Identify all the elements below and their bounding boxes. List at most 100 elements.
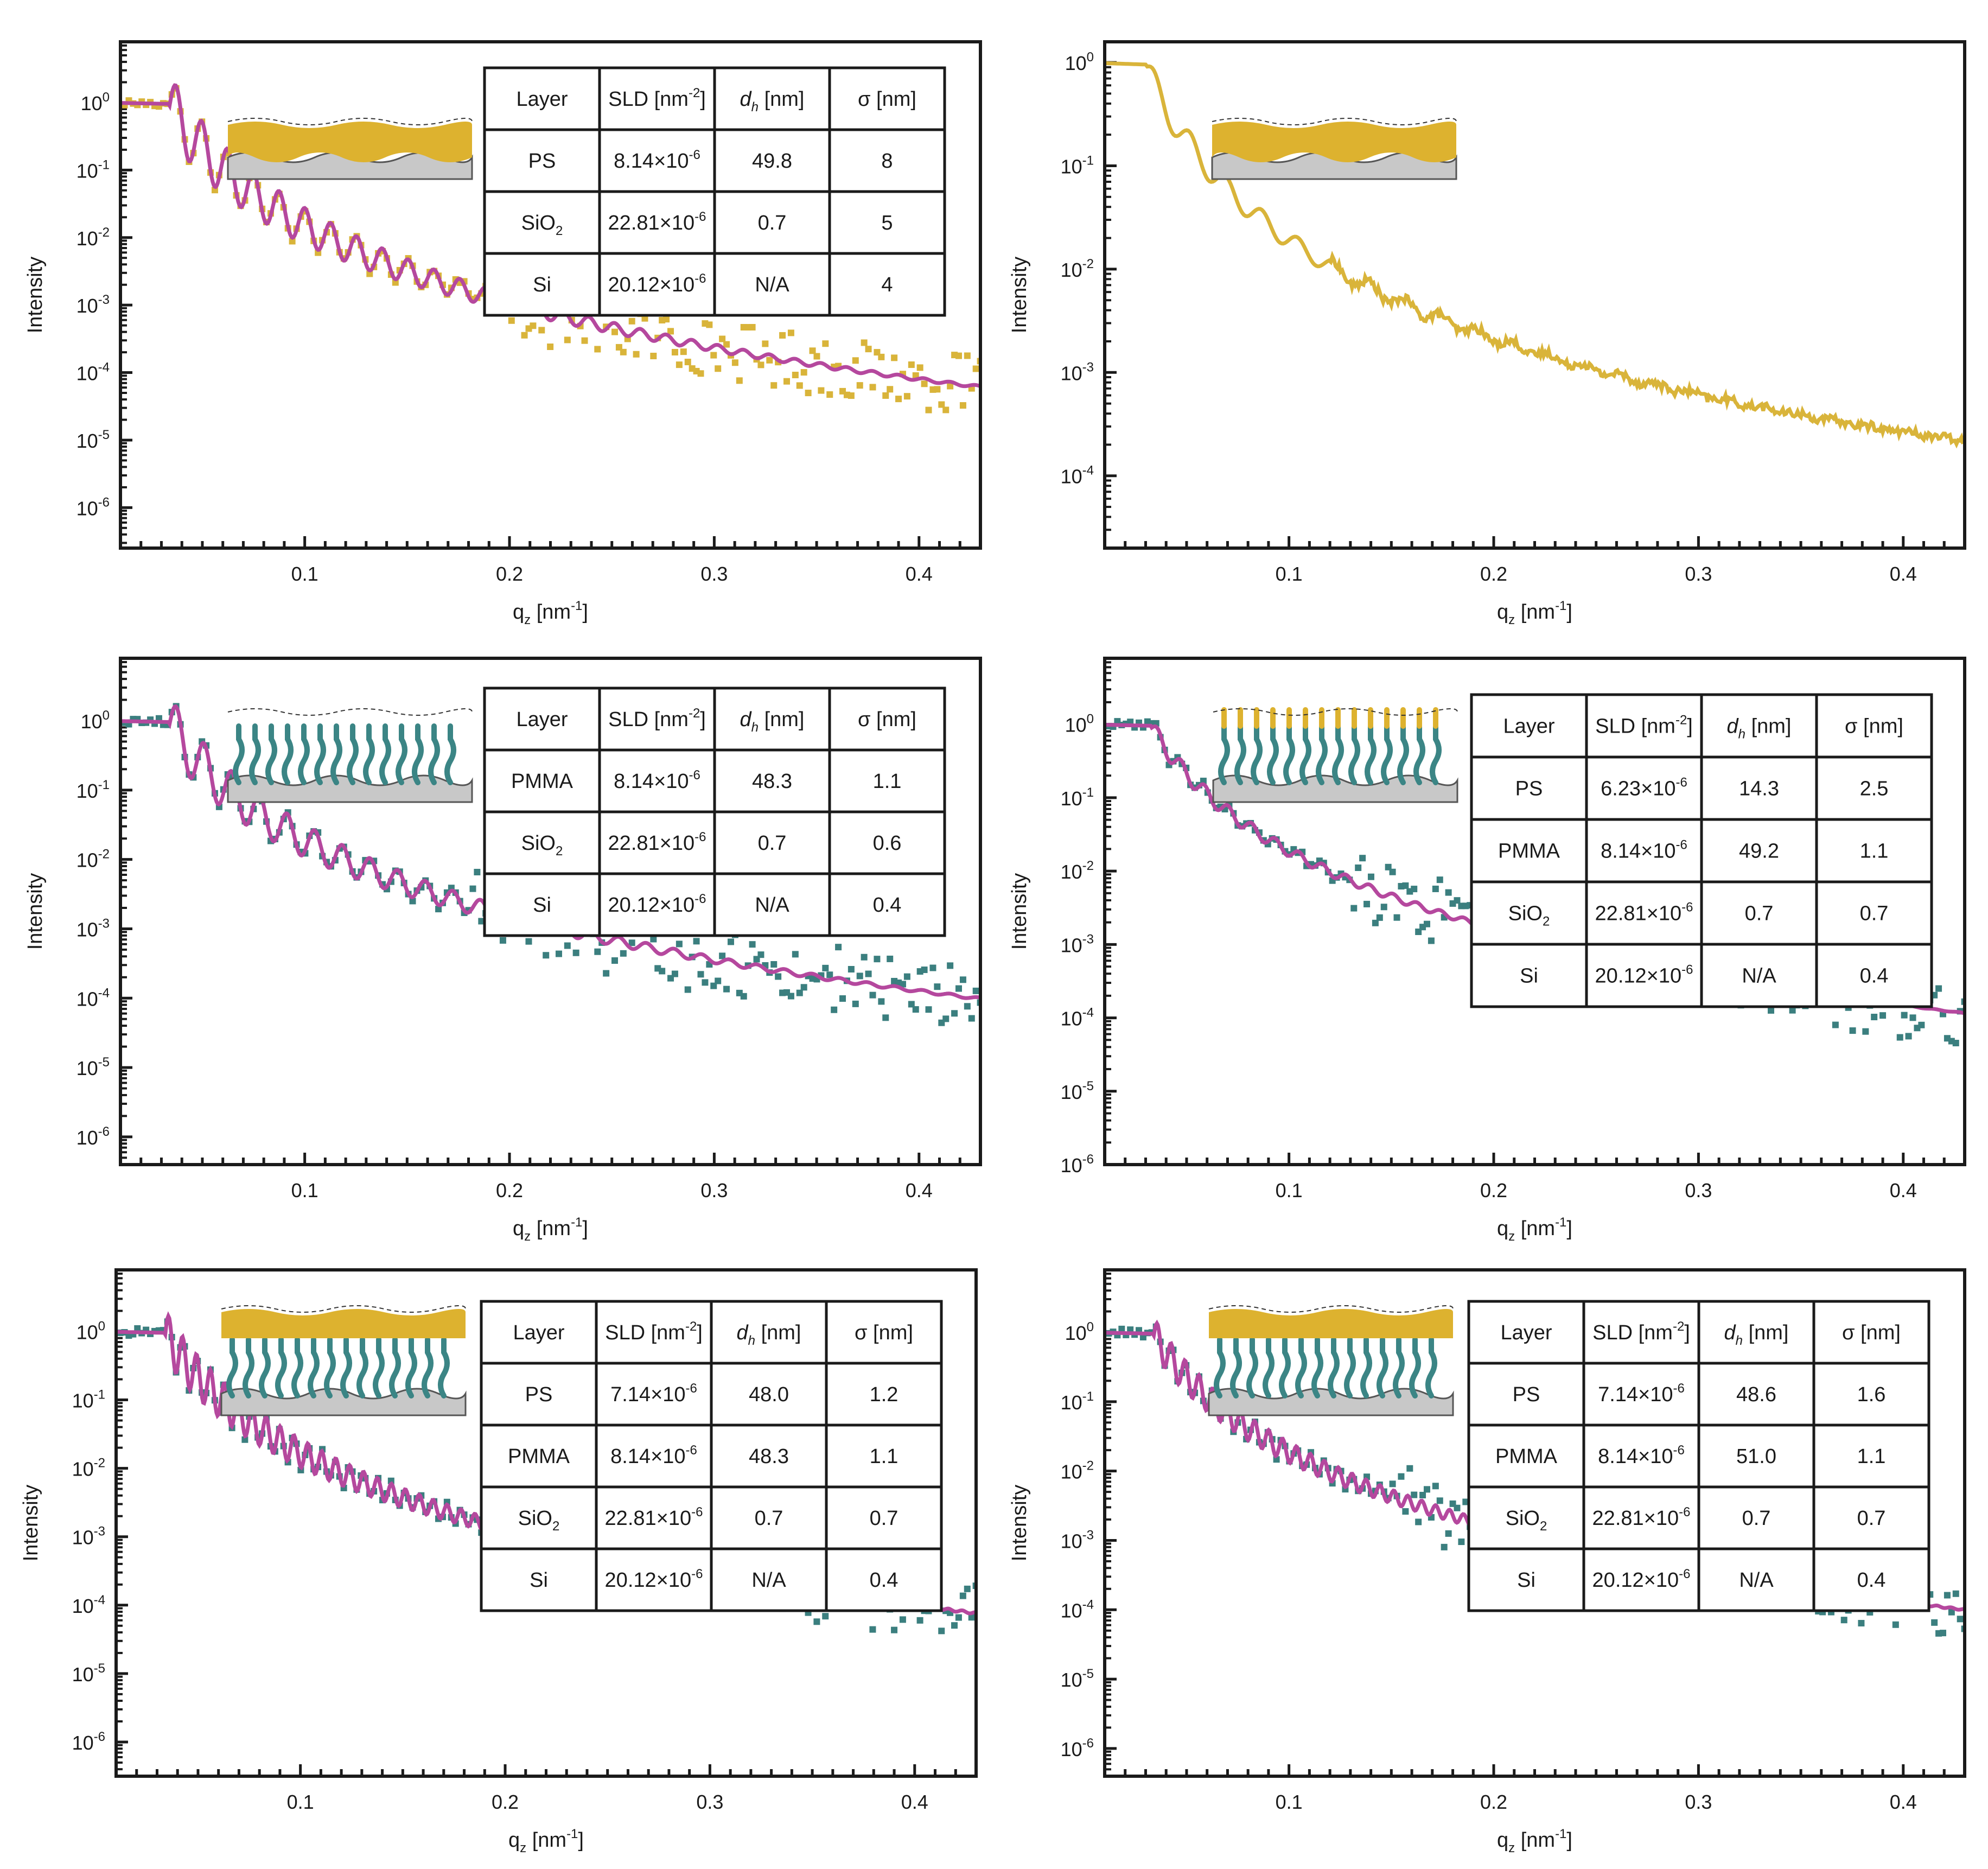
y-tick-base: 10 [1061,1081,1082,1103]
pmma-brush-chain [363,723,375,785]
data-point [796,989,803,996]
header-sld-exp: -2 [689,86,700,100]
data-point [1840,1617,1847,1624]
surface-dashed-line [1213,708,1458,716]
x-label-sub: z [1508,613,1515,627]
y-tick-exponent: -3 [98,293,110,307]
data-point [903,393,910,400]
data-point [1832,1021,1839,1028]
data-point [874,956,881,963]
x-label-q: q [508,1829,520,1852]
x-label-unit: [nm [1515,1217,1555,1240]
header-sld-exp: -2 [1675,713,1687,728]
data-point [435,906,442,913]
data-point [1879,1012,1887,1019]
y-tick-exponent: -2 [1082,859,1094,873]
data-point [1905,1033,1912,1040]
data-point [951,1010,958,1017]
pmma-brush-chain [275,1337,287,1398]
x-tick-label: 0.2 [492,1791,519,1813]
data-point [938,1628,945,1635]
data-point [951,1622,958,1629]
table-cell-sigma: 4 [881,274,893,296]
data-point [1411,886,1418,893]
data-point [964,352,971,359]
data-point [1355,864,1362,872]
parameter-table: Layer SLD [nm-2] dh [nm] σ [nm]PS 7.14×10-6 4… [480,1300,943,1612]
pmma-brush-chain [347,723,359,785]
x-tick-label: 0.1 [287,1791,314,1813]
y-tick-exponent: -5 [1082,1079,1094,1094]
data-point [977,999,979,1006]
data-point [968,1015,975,1022]
x-tick-label: 0.4 [1890,1791,1917,1813]
cell-sld-exp: -6 [686,1381,697,1396]
y-tick-label: 100 [81,90,110,115]
panel-c: 0.1 0.2 0.3 0.410-610-510-410-310-210-1100q… [24,657,982,1244]
x-tick-label: 0.4 [906,563,933,585]
cell-sld-exp: -6 [689,768,700,783]
cell-layer-name: PMMA [1498,840,1560,863]
data-point [508,317,515,324]
pmma-brush-chain [1409,1337,1421,1398]
cell-sld-value: 8.14×10 [610,1445,685,1468]
x-label-sub: z [1508,1841,1515,1855]
data-point [478,918,485,925]
data-point [1393,914,1400,921]
data-point [409,898,416,905]
x-axis-label: qz [nm-1] [1497,1215,1572,1244]
data-point [805,390,812,397]
data-point [934,386,941,393]
cell-layer-name: PMMA [511,770,574,793]
x-tick-label: 0.4 [1890,563,1917,585]
x-label-close: ] [582,1217,588,1240]
x-tick-label: 0.4 [906,1179,933,1202]
data-point [1909,1014,1916,1021]
data-point [865,970,872,977]
table-cell-dh: 48.3 [752,770,792,793]
fit-curve [122,83,979,389]
x-tick-label: 0.1 [1276,1791,1303,1813]
table-cell-sld: 22.81×10-6 [1595,900,1693,925]
pmma-brush-chain [233,723,245,785]
data-point [770,382,778,389]
data-point [525,938,532,945]
pmma-brush-chain [389,1337,401,1398]
table-cell-sld: 20.12×10-6 [605,1567,703,1592]
table-header-dh: dh [nm] [740,708,805,735]
data-point [959,1592,966,1599]
data-point [633,351,640,358]
y-axis-label: Intensity [20,1485,42,1562]
y-tick-base: 10 [77,988,98,1010]
y-tick-base: 10 [72,1458,94,1480]
table-cell-sld: 20.12×10-6 [1595,963,1693,988]
x-tick-label: 0.2 [496,563,523,585]
y-tick-label: 10-4 [72,1593,105,1617]
data-point [848,966,855,973]
data-point [891,354,898,361]
data-point [783,378,790,385]
y-tick-base: 10 [1061,787,1082,810]
pmma-brush-chain [1365,723,1377,785]
y-tick-base: 10 [1061,934,1082,956]
data-point [474,869,481,876]
pmma-brush-chain [259,1337,271,1398]
pmma-brush-chain [265,723,277,785]
layer-schematic [220,1305,467,1416]
data-point [887,955,894,962]
x-tick-label: 0.2 [1480,1791,1507,1813]
table-cell-sigma: 8 [881,150,893,173]
cell-layer-name: Si [530,1569,548,1592]
table-cell-sigma: 0.7 [870,1507,899,1530]
data-point [710,982,717,989]
data-point [659,968,666,975]
table-cell-sld: 8.14×10-6 [1601,838,1687,863]
cell-layer-name: SiO [521,212,556,234]
data-point [792,371,799,378]
header-dh-d: d [737,1321,749,1344]
y-tick-base: 10 [1061,1530,1082,1552]
y-tick-exponent: -2 [98,225,110,240]
header-sld-text: SLD [nm [605,1321,685,1344]
data-point [676,940,683,948]
layer-schematic [1212,707,1458,803]
